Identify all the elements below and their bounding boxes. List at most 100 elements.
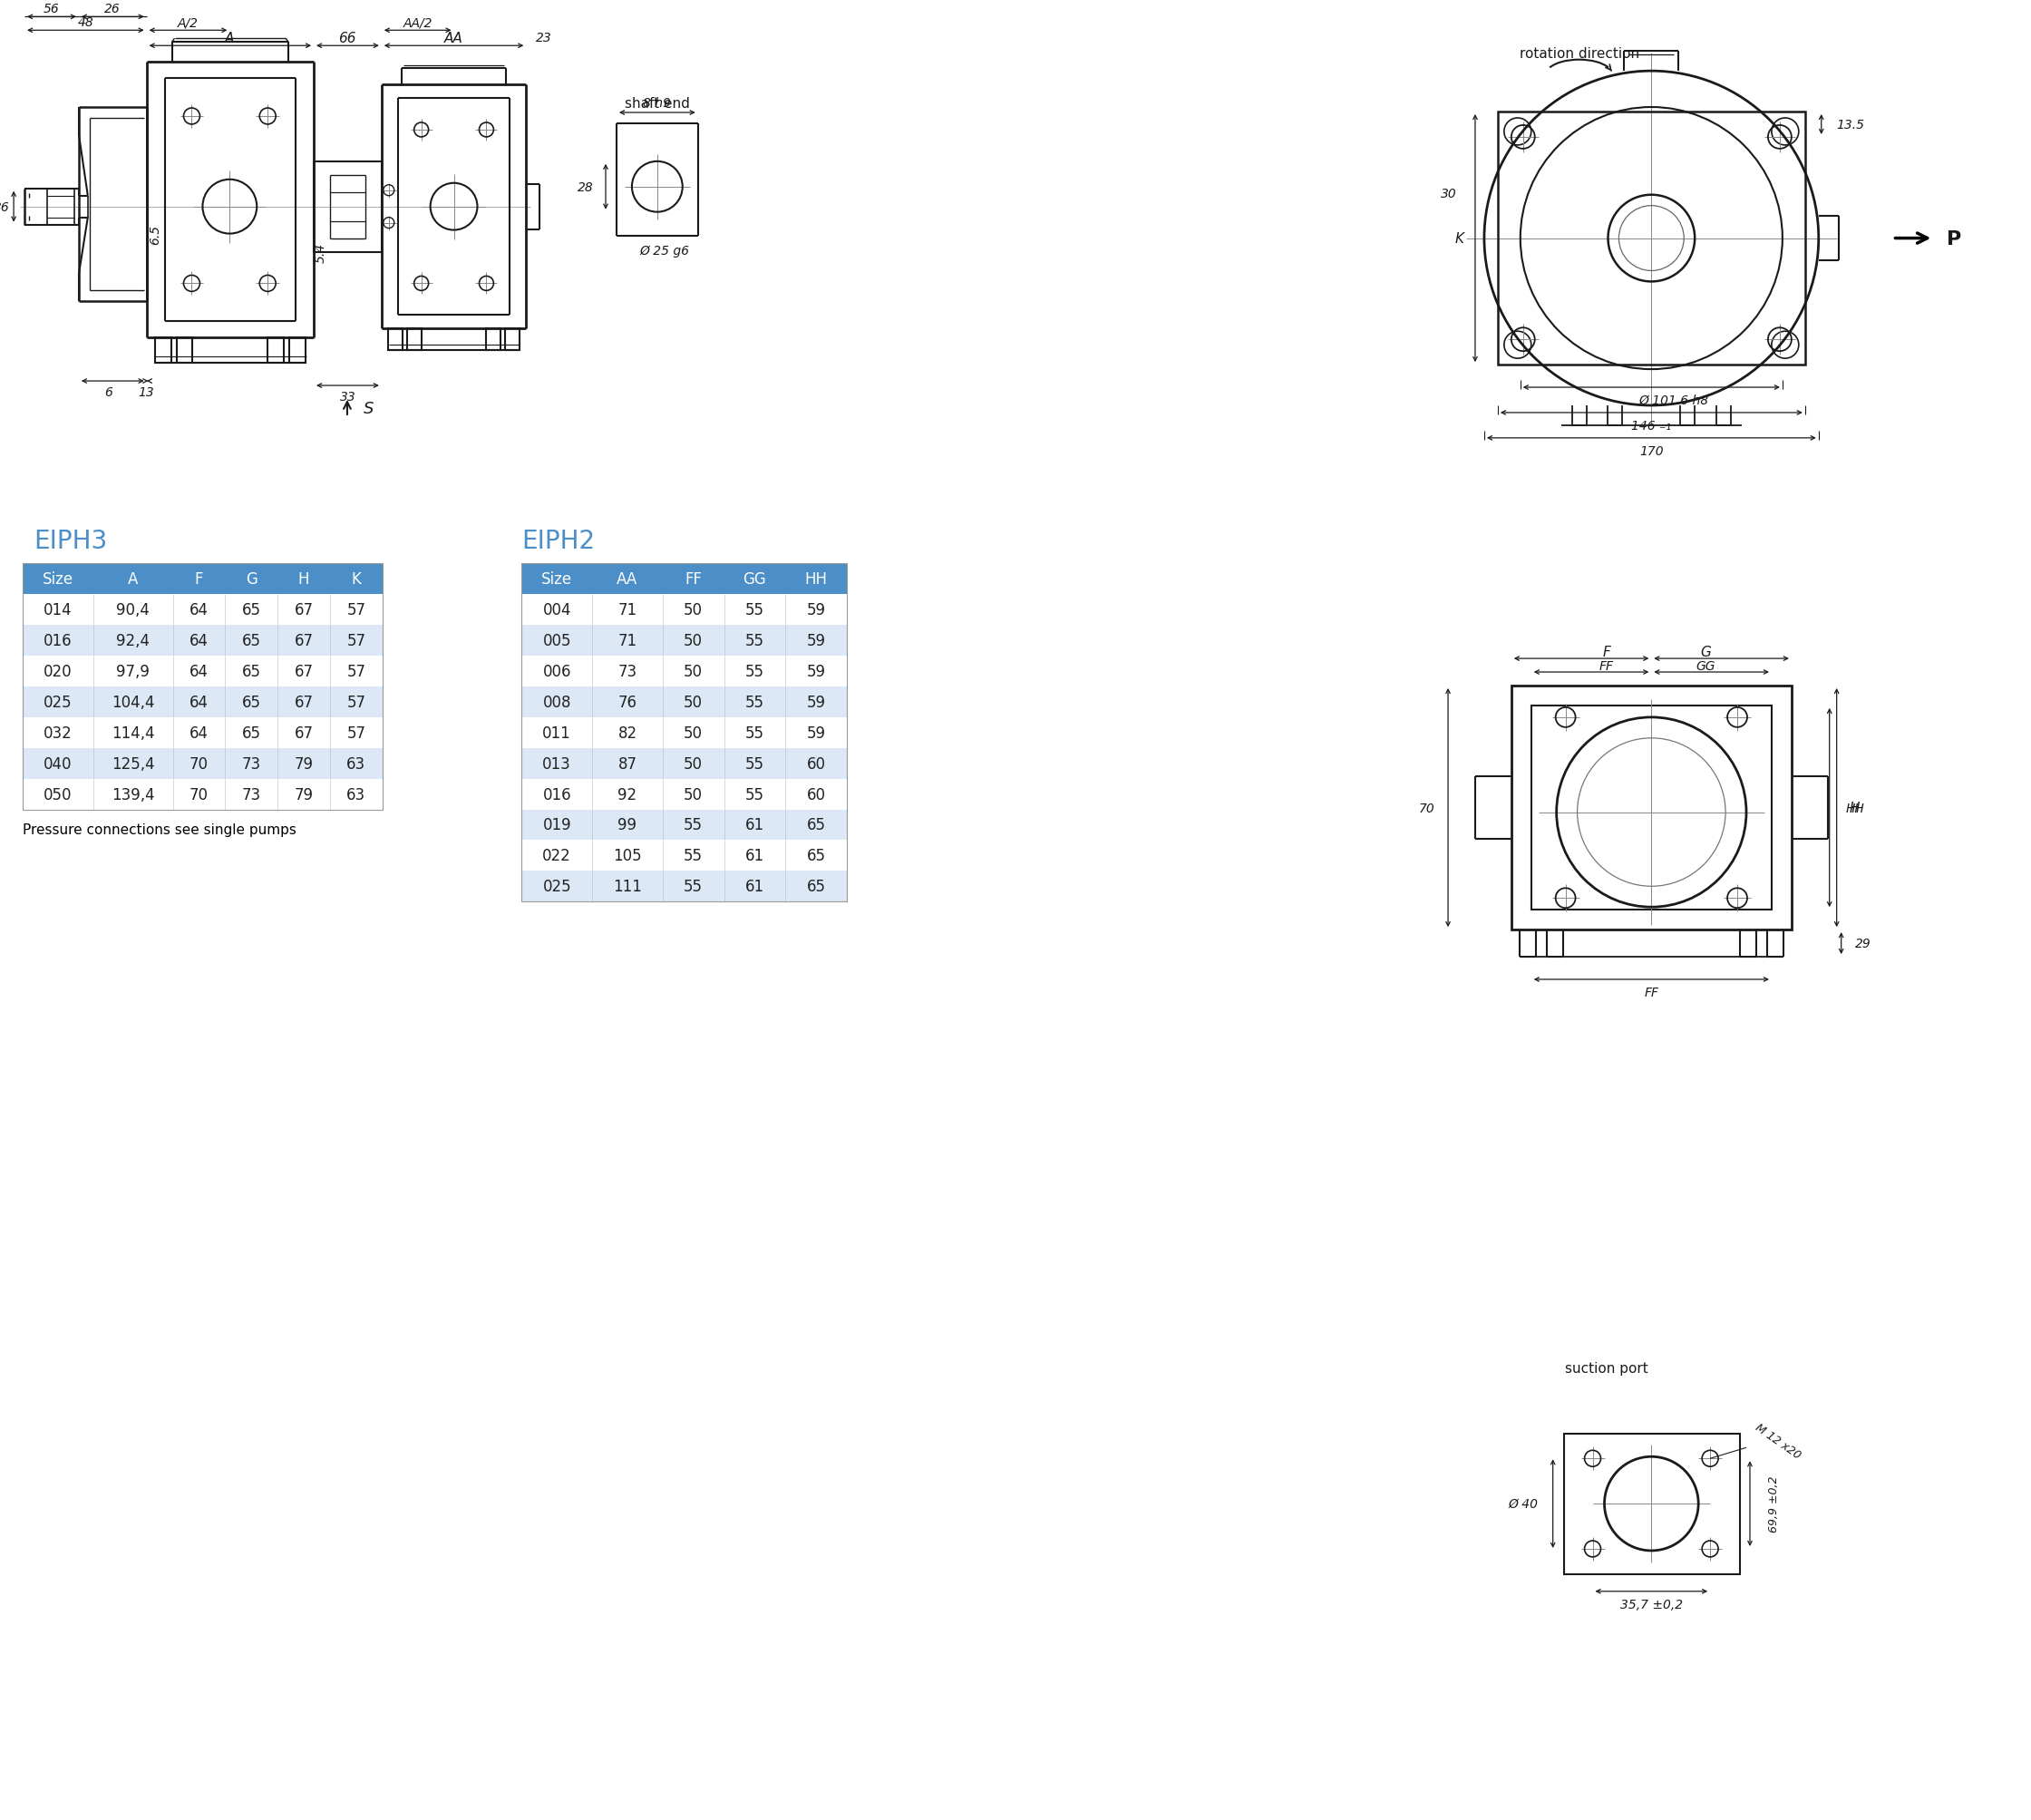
Text: 146 ₋₁: 146 ₋₁: [1631, 420, 1672, 431]
Text: G: G: [1700, 644, 1710, 659]
Bar: [225, 717, 278, 748]
Bar: [93, 686, 173, 717]
Text: 48: 48: [77, 16, 93, 29]
Text: 65: 65: [806, 817, 827, 834]
Text: 032: 032: [43, 724, 73, 741]
Bar: [522, 872, 593, 903]
Text: 65: 65: [242, 602, 260, 619]
Bar: [593, 686, 662, 717]
Bar: [786, 595, 847, 626]
Bar: [522, 595, 593, 626]
Text: 016: 016: [542, 786, 571, 803]
Bar: [22, 595, 93, 626]
Bar: [278, 748, 329, 779]
Text: Ø 101.6 h8: Ø 101.6 h8: [1639, 395, 1708, 408]
Bar: [268, 339, 284, 364]
Text: 87: 87: [617, 755, 638, 772]
Bar: [522, 717, 593, 748]
Bar: [522, 686, 593, 717]
Bar: [593, 872, 662, 903]
Text: 69,9 ±0,2: 69,9 ±0,2: [1769, 1476, 1779, 1532]
Text: 55: 55: [745, 693, 764, 710]
Bar: [662, 841, 725, 872]
Bar: [329, 657, 382, 686]
Text: 63: 63: [347, 755, 366, 772]
Text: 65: 65: [242, 693, 260, 710]
Text: 65: 65: [806, 848, 827, 864]
Text: 55: 55: [745, 664, 764, 681]
Bar: [22, 717, 93, 748]
Bar: [662, 595, 725, 626]
Bar: [593, 564, 662, 595]
Text: P: P: [1948, 229, 1962, 248]
Text: 23: 23: [536, 33, 552, 46]
Bar: [173, 779, 225, 810]
Text: 50: 50: [684, 786, 703, 803]
Bar: [522, 748, 593, 779]
Text: 59: 59: [806, 602, 827, 619]
Bar: [173, 686, 225, 717]
Text: 36: 36: [0, 200, 10, 213]
Bar: [786, 564, 847, 595]
Text: 65: 65: [806, 879, 827, 895]
Text: 59: 59: [806, 664, 827, 681]
Text: 105: 105: [613, 848, 642, 864]
Bar: [278, 779, 329, 810]
Text: A: A: [128, 571, 138, 588]
Bar: [786, 841, 847, 872]
Bar: [225, 657, 278, 686]
Bar: [725, 686, 786, 717]
Bar: [593, 717, 662, 748]
Text: 50: 50: [684, 724, 703, 741]
Text: A: A: [225, 31, 234, 46]
Text: 59: 59: [806, 693, 827, 710]
Text: AA: AA: [617, 571, 638, 588]
Bar: [593, 657, 662, 686]
Text: 55: 55: [745, 633, 764, 650]
Bar: [522, 564, 593, 595]
Bar: [329, 626, 382, 657]
Bar: [1497, 113, 1806, 366]
Bar: [93, 595, 173, 626]
Text: 67: 67: [294, 724, 313, 741]
Text: 022: 022: [542, 848, 571, 864]
Text: suction port: suction port: [1564, 1361, 1647, 1376]
Bar: [22, 564, 382, 810]
Bar: [725, 748, 786, 779]
Text: 55: 55: [684, 848, 703, 864]
Text: 60: 60: [806, 786, 827, 803]
Bar: [662, 657, 725, 686]
Text: 65: 65: [242, 633, 260, 650]
Text: 025: 025: [43, 693, 73, 710]
Text: 97,9: 97,9: [116, 664, 150, 681]
Bar: [173, 657, 225, 686]
Text: FF: FF: [1645, 986, 1659, 999]
Text: 28: 28: [579, 180, 593, 193]
Bar: [786, 626, 847, 657]
Text: 82: 82: [617, 724, 638, 741]
Bar: [662, 686, 725, 717]
Text: 35,7 ±0,2: 35,7 ±0,2: [1621, 1598, 1684, 1611]
Bar: [786, 686, 847, 717]
Bar: [522, 779, 593, 810]
Text: K: K: [1456, 233, 1464, 246]
Text: 004: 004: [542, 602, 571, 619]
Text: A/2: A/2: [177, 16, 199, 29]
Bar: [725, 564, 786, 595]
Text: 114,4: 114,4: [112, 724, 154, 741]
Text: Pressure connections see single pumps: Pressure connections see single pumps: [22, 823, 297, 837]
Bar: [329, 717, 382, 748]
Bar: [278, 564, 329, 595]
Text: M 12 x20: M 12 x20: [1753, 1421, 1804, 1460]
Bar: [662, 810, 725, 841]
Bar: [225, 779, 278, 810]
Text: 57: 57: [347, 633, 366, 650]
Text: 65: 65: [242, 664, 260, 681]
Text: 70: 70: [189, 786, 209, 803]
Text: 64: 64: [189, 693, 209, 710]
Bar: [225, 686, 278, 717]
Bar: [93, 748, 173, 779]
Bar: [1564, 1434, 1741, 1574]
Bar: [173, 595, 225, 626]
Text: 55: 55: [745, 786, 764, 803]
